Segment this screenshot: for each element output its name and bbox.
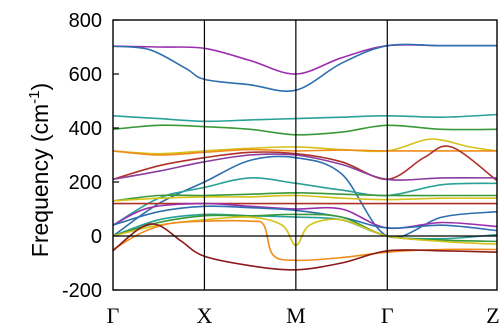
y-tick-label-2: 0 [91, 226, 102, 248]
x-tick-label-3: M [286, 303, 306, 327]
y-tick-label-6: 800 [69, 10, 102, 32]
dispersion-branch-20 [112, 223, 498, 271]
dispersion-branch-7 [112, 145, 498, 182]
dispersion-branch-19 [112, 219, 498, 262]
y-tick-label-3: 200 [69, 172, 102, 194]
y-axis-label: Frequency (cm-1) [26, 83, 53, 257]
y-axis-label-superscript: -1 [26, 90, 43, 103]
dispersion-branch-4 [112, 124, 498, 136]
dispersion-branch-3 [112, 113, 498, 123]
dispersion-branch-8 [112, 153, 498, 181]
y-tick-label-4: 400 [69, 118, 102, 140]
y-axis-label-close: ) [27, 83, 53, 91]
y-axis-label-main: Frequency (cm [27, 104, 53, 257]
x-tick-label-4: Γ [381, 303, 394, 327]
dispersion-branch-2 [112, 43, 497, 92]
y-tick-label-1: -200 [62, 280, 102, 302]
x-tick-label-2: X [196, 303, 212, 327]
y-tick-label-5: 600 [69, 64, 102, 86]
plot-border [112, 19, 498, 291]
y-axis-ticks: -200 0 200 400 600 800 [62, 10, 119, 302]
plot-frame [112, 19, 498, 291]
dispersion-branch-18 [112, 216, 498, 247]
x-tick-label-5: Z [486, 303, 499, 327]
x-tick-label-1: Γ [107, 303, 120, 327]
